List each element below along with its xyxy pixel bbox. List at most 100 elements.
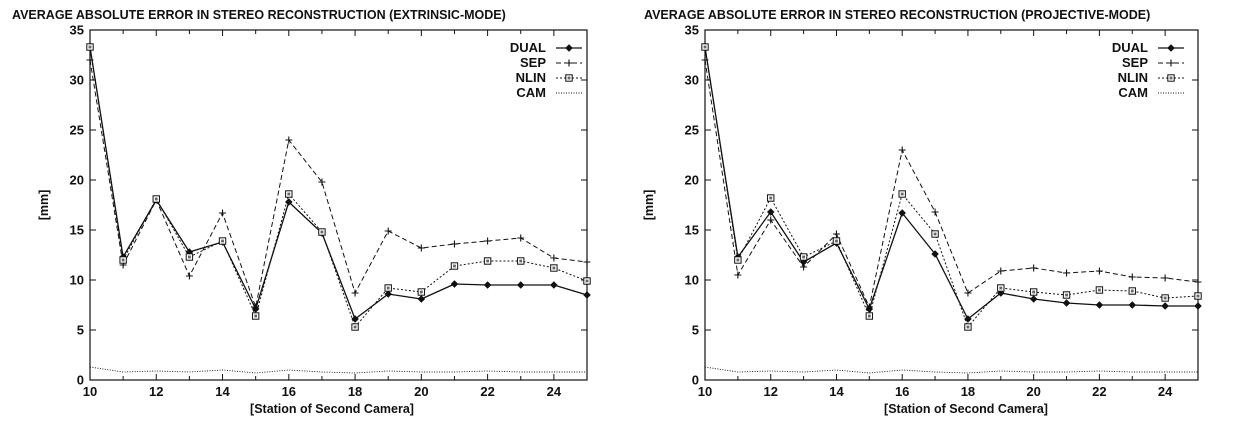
data-point-dual: [516, 281, 525, 289]
chart-extrinsic-mode: AVERAGE ABSOLUTE ERROR IN STEREO RECONST…: [12, 8, 591, 416]
series-nlin: [86, 43, 591, 331]
data-point-nlin: [964, 323, 972, 331]
plot-frame: [89, 29, 588, 381]
legend-marker-sep: [1167, 59, 1175, 67]
x-tick-label: 16: [895, 384, 909, 399]
x-tick-label: 16: [282, 384, 296, 399]
data-point-sep: [351, 289, 359, 297]
data-point-sep: [1095, 267, 1103, 275]
data-point-nlin: [1194, 292, 1202, 300]
data-point-sep: [318, 178, 326, 186]
data-point-dual: [550, 281, 558, 289]
y-tick-label: 35: [70, 23, 84, 38]
plot-frame: [704, 29, 1199, 381]
data-point-nlin: [1029, 288, 1038, 296]
series-line-sep: [704, 59, 1199, 308]
data-point-sep: [252, 303, 260, 311]
x-tick-label: 24: [547, 384, 562, 399]
legend-label-sep: SEP: [1122, 55, 1148, 70]
chart-title: AVERAGE ABSOLUTE ERROR IN STEREO RECONST…: [12, 8, 506, 22]
data-point-dual: [1194, 302, 1202, 310]
data-point-dual: [483, 281, 492, 289]
legend-marker-nlin: [1167, 74, 1175, 82]
y-tick-label: 15: [685, 223, 699, 238]
data-point-nlin: [185, 253, 194, 261]
data-point-dual: [417, 295, 426, 303]
data-point-nlin: [1161, 294, 1169, 302]
data-point-sep: [417, 244, 425, 252]
legend-label-cam: CAM: [516, 85, 546, 100]
data-point-sep: [1194, 278, 1202, 286]
data-point-dual: [1161, 302, 1169, 310]
data-point-sep: [484, 237, 492, 245]
y-tick-label: 30: [70, 73, 84, 88]
data-point-sep: [219, 209, 227, 217]
data-point-nlin: [517, 257, 525, 265]
legend-sample-dual: [1158, 44, 1184, 52]
data-point-dual: [583, 291, 591, 299]
data-point-sep: [285, 136, 293, 144]
legend-sample-sep: [1158, 59, 1184, 67]
legend-sample-dual: [556, 44, 582, 52]
y-tick-label: 5: [692, 323, 699, 338]
legend-marker-dual: [565, 44, 573, 52]
data-point-sep: [1063, 269, 1071, 277]
y-tick-label: 25: [70, 123, 84, 138]
data-point-nlin: [417, 288, 426, 296]
data-point-sep: [550, 254, 558, 262]
data-point-sep: [997, 267, 1005, 275]
y-tick-label: 15: [70, 223, 84, 238]
data-point-nlin: [832, 237, 841, 245]
data-point-dual: [1128, 301, 1137, 309]
series-nlin: [701, 43, 1202, 331]
data-point-dual: [1029, 295, 1038, 303]
legend-label-cam: CAM: [1118, 85, 1148, 100]
data-point-nlin: [152, 195, 160, 203]
y-tick-label: 25: [685, 123, 699, 138]
series-sep: [701, 56, 1202, 311]
legend-sample-sep: [556, 59, 582, 67]
series-line-dual: [89, 46, 588, 320]
x-tick-label: 18: [348, 384, 362, 399]
y-tick-label: 20: [685, 173, 699, 188]
x-tick-label: 24: [1158, 384, 1173, 399]
data-point-sep: [832, 230, 840, 238]
legend-sample-nlin: [1158, 74, 1184, 82]
data-point-nlin: [550, 264, 558, 272]
data-point-nlin: [384, 284, 392, 292]
x-tick-label: 20: [414, 384, 428, 399]
data-point-sep: [964, 289, 972, 297]
data-point-nlin: [898, 190, 906, 198]
data-point-sep: [931, 208, 939, 216]
data-point-nlin: [450, 262, 459, 270]
data-point-nlin: [1095, 286, 1104, 294]
data-point-nlin: [931, 230, 939, 238]
legend-label-dual: DUAL: [1112, 40, 1148, 55]
series-line-sep: [89, 59, 588, 308]
x-tick-label: 14: [215, 384, 230, 399]
data-point-nlin: [701, 43, 709, 51]
data-point-nlin: [218, 237, 227, 245]
data-point-sep: [734, 271, 742, 279]
chart-projective-mode: AVERAGE ABSOLUTE ERROR IN STEREO RECONST…: [642, 8, 1202, 416]
data-point-nlin: [767, 194, 775, 202]
data-point-sep: [1128, 273, 1136, 281]
series-line-nlin: [89, 46, 588, 328]
legend-label-dual: DUAL: [510, 40, 546, 55]
x-tick-label: 12: [763, 384, 777, 399]
y-tick-label: 30: [685, 73, 699, 88]
data-point-sep: [800, 263, 808, 271]
data-point-nlin: [119, 256, 127, 264]
data-point-nlin: [351, 323, 359, 331]
data-point-nlin: [285, 190, 293, 198]
x-tick-label: 18: [961, 384, 975, 399]
data-point-sep: [767, 216, 775, 224]
x-tick-label: 12: [149, 384, 163, 399]
series-dual: [701, 43, 1202, 323]
series-line-cam: [89, 366, 587, 374]
series-line-dual: [704, 46, 1198, 320]
data-point-dual: [931, 250, 939, 258]
data-point-nlin: [1128, 287, 1136, 295]
x-tick-label: 22: [1092, 384, 1106, 399]
data-point-nlin: [865, 312, 874, 320]
